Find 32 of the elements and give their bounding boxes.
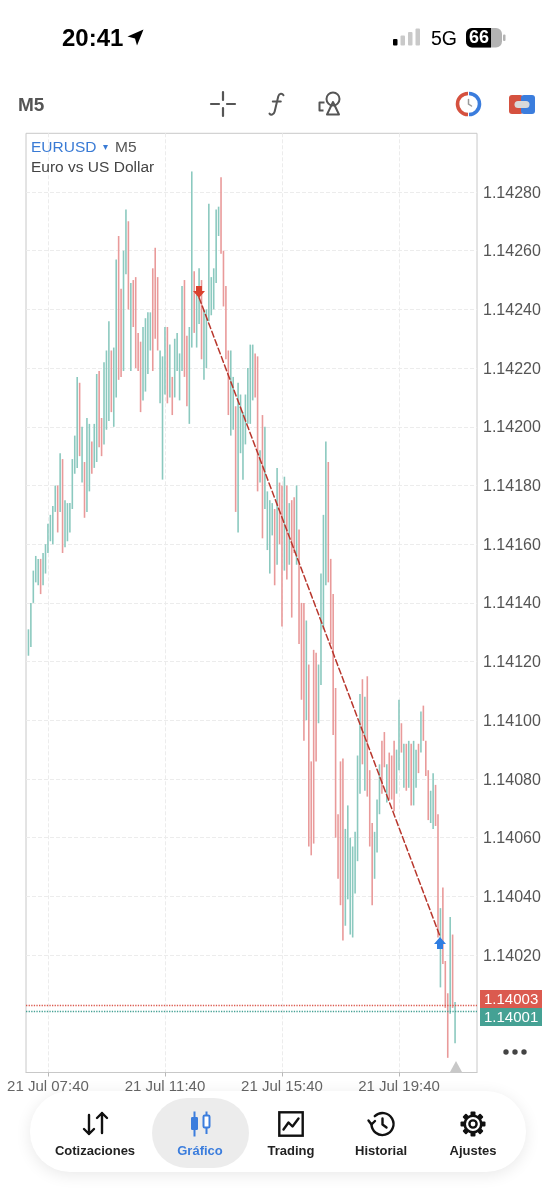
y-tick-label: 1.14180 xyxy=(483,477,541,494)
y-tick-label: 1.14240 xyxy=(483,300,541,318)
y-tick-label: 1.14100 xyxy=(483,711,541,729)
ref-line-label: 1.14003 xyxy=(480,989,543,1008)
y-tick-label: 1.14140 xyxy=(483,594,541,612)
x-tick-label: 21 Jul 19:40 xyxy=(358,1076,440,1094)
x-tick-label: 21 Jul 15:40 xyxy=(241,1076,323,1094)
text: Historial xyxy=(354,1143,408,1159)
text: M5 xyxy=(18,93,45,115)
text: 20:41 xyxy=(62,23,124,51)
text: Gráfico xyxy=(177,1143,223,1159)
y-tick-label: 1.14260 xyxy=(483,242,541,260)
text: Euro vs US Dollar xyxy=(31,157,155,175)
text: 66 xyxy=(469,27,490,47)
y-tick-label: 1.14040 xyxy=(483,887,541,905)
chart-title: EURUSD xyxy=(31,138,97,156)
y-tick-label: 1.14280 xyxy=(483,183,541,201)
y-tick-label: 1.14220 xyxy=(483,359,541,377)
text: Cotizaciones xyxy=(54,1143,136,1159)
x-tick-label: 21 Jul 11:40 xyxy=(124,1076,206,1094)
y-tick-label: 1.14080 xyxy=(483,770,541,788)
annotation: M5 xyxy=(115,138,137,156)
text: Ajustes xyxy=(449,1143,497,1159)
y-tick-label: 1.14060 xyxy=(483,829,541,847)
x-tick-label: 21 Jul 07:40 xyxy=(7,1076,89,1094)
y-tick-label: 1.14160 xyxy=(483,535,541,553)
y-tick-label: 1.14020 xyxy=(483,946,541,964)
ref-line-label: 1.14001 xyxy=(480,1007,543,1026)
y-tick-label: 1.14200 xyxy=(483,418,541,436)
y-tick-label: 1.14120 xyxy=(483,653,541,671)
text: 5G xyxy=(431,26,458,49)
text: Trading xyxy=(267,1143,315,1159)
